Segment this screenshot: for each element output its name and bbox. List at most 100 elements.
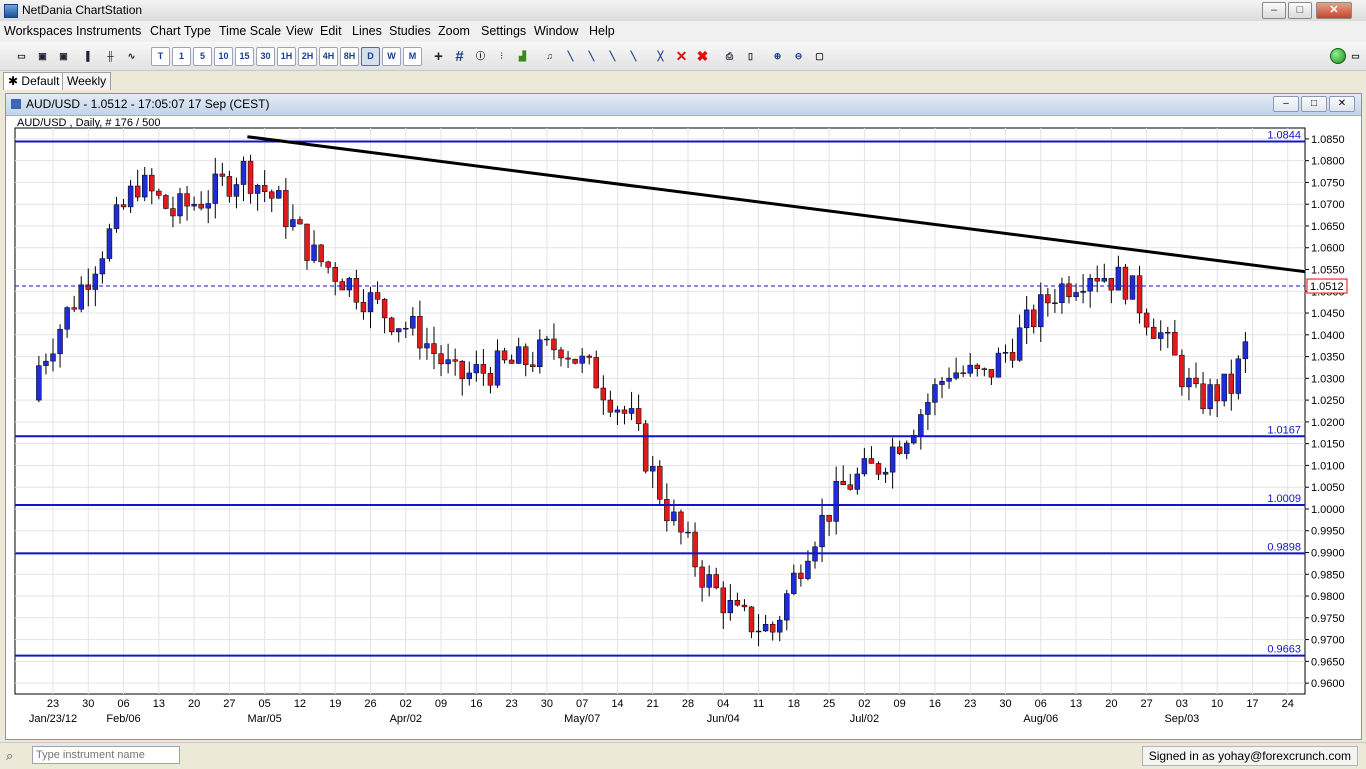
menu-workspaces[interactable]: Workspaces (4, 24, 73, 38)
menu-settings[interactable]: Settings (481, 24, 527, 38)
candle-down (381, 299, 388, 319)
timeframe-1-button[interactable]: 1 (172, 47, 191, 66)
candle-up (36, 365, 42, 401)
x-tick-label: 06 (117, 698, 129, 710)
plot-area (14, 127, 1306, 695)
crosshair-icon[interactable]: + (434, 48, 443, 65)
print-icon[interactable]: ⎙ (725, 51, 734, 61)
menu-studies[interactable]: Studies (389, 24, 431, 38)
candle-up (1242, 341, 1249, 360)
delete-icon[interactable]: ✕ (675, 48, 688, 64)
candle-down (558, 349, 564, 359)
tab-weekly[interactable]: Weekly (62, 72, 112, 90)
timeframe-5-button[interactable]: 5 (193, 47, 212, 66)
candle-up (932, 384, 938, 403)
save-icon[interactable]: ▣ (38, 51, 47, 61)
delete-all-icon[interactable]: ✖ (696, 48, 709, 64)
chart-minimize-button[interactable]: – (1273, 96, 1299, 112)
candle-up (628, 408, 635, 414)
x-tick-label: 30 (82, 698, 94, 710)
line-tool-3-icon[interactable]: ╲ (609, 51, 616, 61)
x-tick-label: 28 (682, 698, 694, 710)
candle-down (226, 176, 233, 197)
line-tool-1-icon[interactable]: ╲ (567, 51, 574, 61)
save-all-icon[interactable]: ▣ (59, 51, 68, 61)
menu-instruments[interactable]: Instruments (76, 24, 142, 38)
x-tick-label: 04 (717, 698, 729, 710)
chart-maximize-button[interactable]: □ (1301, 96, 1327, 112)
timeframe-8h-button[interactable]: 8H (340, 47, 359, 66)
bars-icon[interactable]: ⫶ (500, 51, 503, 61)
volume-icon[interactable]: ▟ (519, 51, 526, 61)
candle-up (1101, 278, 1107, 282)
timeframe-w-button[interactable]: W (382, 47, 401, 66)
candle-down (71, 307, 77, 310)
menu-edit[interactable]: Edit (320, 24, 342, 38)
alert-bell-icon[interactable]: ♫ (546, 51, 553, 61)
minimize-button[interactable]: – (1262, 2, 1286, 19)
chart-close-button[interactable]: ✕ (1329, 96, 1355, 112)
menu-window[interactable]: Window (534, 24, 579, 38)
zoom-in-icon[interactable]: ⊕ (773, 51, 782, 61)
menu-help[interactable]: Help (589, 24, 615, 38)
candle-up (494, 350, 501, 386)
price-chart[interactable]: 0.9600 0.9650 0.9700 0.9750 0.9800 0.9850 0.99… (5, 114, 1351, 738)
x-tick-label: 10 (1211, 698, 1223, 710)
tab-default[interactable]: ✱ Default (3, 72, 65, 90)
candle-down (875, 463, 882, 475)
zoom-out-icon[interactable]: ⊖ (794, 51, 803, 61)
candle-down (184, 193, 190, 207)
zoom-reset-icon[interactable]: ▢ (815, 51, 824, 61)
candle-down (600, 387, 607, 401)
candle-up (967, 364, 973, 374)
line-tool-2-icon[interactable]: ╲ (588, 51, 595, 61)
maximize-button[interactable]: □ (1288, 2, 1312, 19)
instrument-search-input[interactable] (32, 746, 180, 764)
print-preview-icon[interactable]: ▯ (748, 51, 753, 61)
menu-lines[interactable]: Lines (352, 24, 382, 38)
y-tick-label: 1.0350 (1311, 352, 1345, 364)
new-icon[interactable]: ▭ (17, 51, 26, 61)
candle-down (572, 358, 578, 364)
candle-down (657, 466, 663, 500)
candle-up (240, 160, 247, 185)
timeframe-t-button[interactable]: T (151, 47, 170, 66)
timeframe-15-button[interactable]: 15 (235, 47, 254, 66)
timeframe-10-button[interactable]: 10 (214, 47, 233, 66)
menu-view[interactable]: View (286, 24, 313, 38)
candle-up (473, 364, 480, 374)
timeframe-2h-button[interactable]: 2H (298, 47, 317, 66)
candlestick-icon[interactable]: ▌ (86, 51, 93, 61)
timeframe-m-button[interactable]: M (403, 47, 422, 66)
menu-zoom[interactable]: Zoom (438, 24, 470, 38)
y-tick-label: 0.9600 (1311, 678, 1345, 690)
line-tool-4-icon[interactable]: ╲ (630, 51, 637, 61)
close-button[interactable]: ✕ (1316, 2, 1352, 19)
x-month-label: Mar/05 (248, 713, 282, 725)
candle-down (734, 600, 741, 606)
x-month-label: Jun/04 (707, 713, 740, 725)
candle-up (346, 277, 353, 291)
candle-up (784, 593, 790, 621)
timeframe-30-button[interactable]: 30 (256, 47, 275, 66)
line-chart-icon[interactable]: ∿ (127, 51, 136, 61)
x-tick-label: 09 (435, 698, 447, 710)
grid-icon[interactable]: # (455, 48, 464, 65)
candle-down (551, 338, 557, 351)
candle-down (247, 160, 254, 194)
menu-bar: Workspaces Instruments Chart Type Time S… (0, 21, 1366, 42)
info-icon[interactable]: ⓘ (475, 51, 485, 61)
fib-tool-icon[interactable]: ╳ (657, 51, 664, 61)
x-tick-label: 30 (541, 698, 553, 710)
timeframe-1h-button[interactable]: 1H (277, 47, 296, 66)
timeframe-d-button[interactable]: D (361, 47, 380, 66)
menu-time-scale[interactable]: Time Scale (219, 24, 282, 38)
timeframe-4h-button[interactable]: 4H (319, 47, 338, 66)
candle-up (106, 228, 113, 259)
candle-up (1186, 377, 1192, 388)
y-tick-label: 1.0100 (1311, 460, 1345, 472)
panel-toggle-icon[interactable]: ▭ (1351, 51, 1360, 61)
candle-down (120, 204, 127, 208)
bar-chart-icon[interactable]: ╫ (107, 51, 114, 61)
menu-chart-type[interactable]: Chart Type (150, 24, 211, 38)
